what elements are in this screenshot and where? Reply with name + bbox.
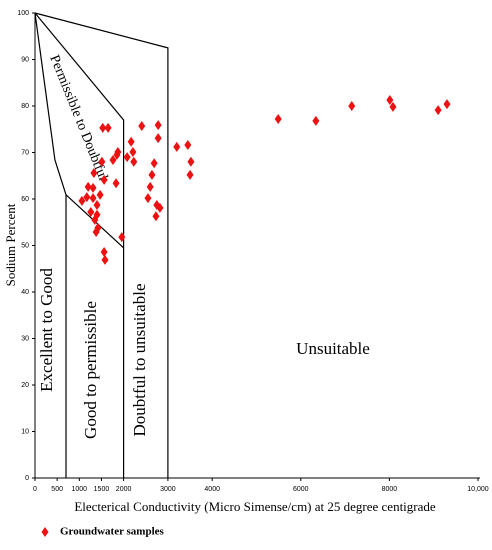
data-point xyxy=(90,167,98,178)
data-point xyxy=(89,182,97,193)
data-point xyxy=(443,99,451,110)
data-point xyxy=(156,202,164,213)
data-point xyxy=(83,192,91,203)
data-point xyxy=(92,227,100,238)
region-label: Good to permissible xyxy=(81,301,100,439)
data-point xyxy=(112,178,120,189)
data-point xyxy=(154,133,162,144)
x-tick-label: 4000 xyxy=(204,486,220,493)
data-point xyxy=(98,156,106,167)
y-tick-label: 30 xyxy=(21,335,29,342)
x-tick-label: 8000 xyxy=(382,486,398,493)
data-point xyxy=(78,195,86,206)
data-point xyxy=(130,156,138,167)
data-point xyxy=(93,209,101,220)
data-point xyxy=(93,200,101,211)
y-tick-label: 70 xyxy=(21,149,29,156)
data-point xyxy=(138,120,146,131)
data-point xyxy=(129,147,137,158)
x-tick-label: 2000 xyxy=(116,486,132,493)
data-point xyxy=(274,114,282,125)
x-tick-label: 3000 xyxy=(160,486,176,493)
legend-marker xyxy=(41,527,49,537)
data-point xyxy=(184,140,192,151)
data-point xyxy=(386,94,394,105)
data-point xyxy=(109,154,117,165)
data-point xyxy=(118,232,126,243)
x-tick-label: 6000 xyxy=(293,486,309,493)
y-tick-label: 90 xyxy=(21,56,29,63)
data-point xyxy=(100,247,108,258)
data-point xyxy=(99,122,107,133)
data-point xyxy=(96,189,104,200)
data-point xyxy=(187,156,195,167)
data-point xyxy=(101,254,109,265)
x-tick-label: 1000 xyxy=(72,486,88,493)
x-tick-label: 10,000 xyxy=(467,486,489,493)
data-point xyxy=(154,120,162,131)
data-point xyxy=(146,181,154,192)
data-point xyxy=(150,158,158,169)
y-tick-label: 60 xyxy=(21,196,29,203)
data-point xyxy=(312,115,320,126)
data-point xyxy=(127,136,135,147)
data-point xyxy=(89,193,97,204)
data-point xyxy=(389,101,397,112)
x-tick-label: 500 xyxy=(51,486,63,493)
region-label: Doubtful to unsuitable xyxy=(130,284,149,437)
data-point xyxy=(434,105,442,116)
data-point xyxy=(148,169,156,180)
y-tick-label: 100 xyxy=(17,10,29,17)
data-point xyxy=(152,211,160,222)
x-tick-label: 1500 xyxy=(94,486,110,493)
data-point xyxy=(173,141,181,152)
boundary-line xyxy=(34,12,125,478)
legend-label: Groundwater samples xyxy=(60,526,165,538)
data-point xyxy=(123,152,131,163)
y-axis-label: Sodium Percent xyxy=(3,203,18,286)
data-point xyxy=(104,122,112,133)
y-tick-label: 0 xyxy=(25,475,29,482)
y-tick-label: 50 xyxy=(21,242,29,249)
data-point xyxy=(114,147,122,158)
data-point xyxy=(87,207,95,218)
data-point xyxy=(84,181,92,192)
x-axis-label: Electerical Conductivity (Micro Simense/… xyxy=(74,499,436,514)
boundary-line xyxy=(34,12,169,478)
y-tick-label: 40 xyxy=(21,289,29,296)
data-point xyxy=(186,169,194,180)
y-tick-label: 20 xyxy=(21,382,29,389)
y-tick-label: 80 xyxy=(21,103,29,110)
data-point xyxy=(100,174,108,185)
data-point xyxy=(348,101,356,111)
region-label: Excellent to Good xyxy=(37,268,56,392)
y-tick-label: 10 xyxy=(21,428,29,435)
region-label: Unsuitable xyxy=(296,339,370,358)
data-point xyxy=(144,193,152,204)
x-tick-label: 0 xyxy=(33,486,37,493)
